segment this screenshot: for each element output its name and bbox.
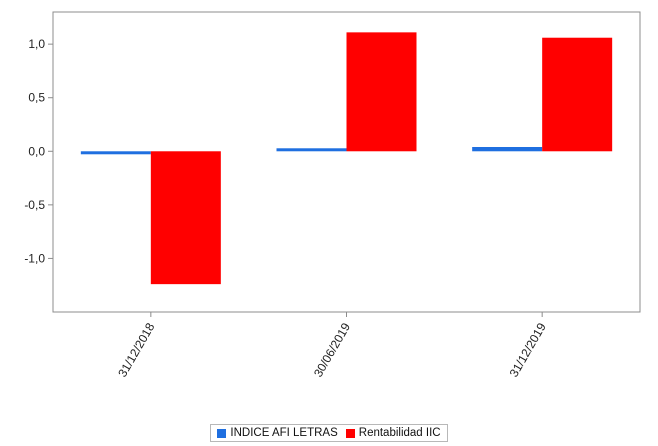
y-tick-label: 0,0 xyxy=(28,144,45,158)
legend-box: INDICE AFI LETRAS Rentabilidad IIC xyxy=(210,424,448,442)
x-tick-label: 31/12/2018 xyxy=(115,320,157,379)
y-tick-label: -1,0 xyxy=(24,251,45,265)
legend-item-indice-afi-letras: INDICE AFI LETRAS xyxy=(217,427,338,439)
x-tick-label: 31/12/2019 xyxy=(507,320,549,379)
y-tick-label: 0,5 xyxy=(28,91,45,105)
bar-rentabilidad-iic xyxy=(150,151,221,285)
legend-label: Rentabilidad IIC xyxy=(358,427,441,439)
x-axis: 31/12/2018 30/06/2019 31/12/2019 xyxy=(115,312,549,380)
bars xyxy=(80,32,613,285)
y-tick-label: 1,0 xyxy=(28,37,45,51)
y-tick-label: -0,5 xyxy=(24,198,45,212)
legend-swatch-blue xyxy=(217,428,227,438)
legend-swatch-red xyxy=(345,428,355,438)
bar-indice-afi-letras xyxy=(276,148,347,152)
x-tick-label: 30/06/2019 xyxy=(311,320,353,379)
bar-indice-afi-letras xyxy=(80,151,151,155)
y-axis: 1,0 0,5 0,0 -0,5 -1,0 xyxy=(24,12,54,312)
bar-rentabilidad-iic xyxy=(346,32,417,152)
legend-item-rentabilidad-iic: Rentabilidad IIC xyxy=(345,427,441,439)
legend-label: INDICE AFI LETRAS xyxy=(230,427,338,439)
bar-indice-afi-letras xyxy=(472,147,543,152)
legend: INDICE AFI LETRAS Rentabilidad IIC xyxy=(0,424,658,442)
bar-rentabilidad-iic xyxy=(542,37,613,152)
